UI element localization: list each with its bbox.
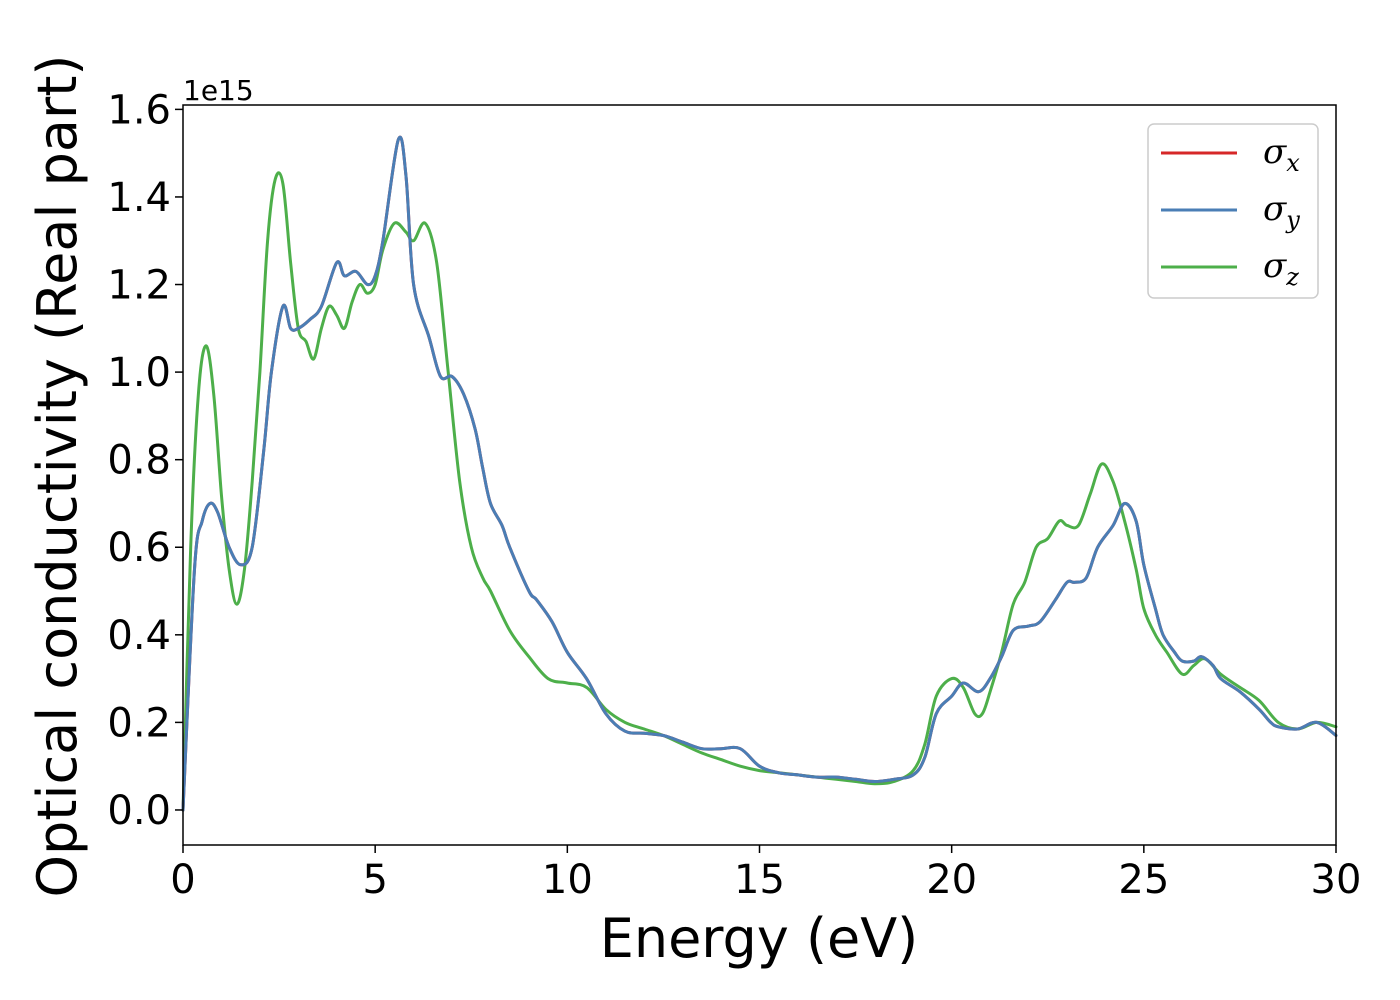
x-tick-label: 15 <box>734 857 785 903</box>
legend-symbol: σ <box>1263 189 1287 229</box>
legend-symbol: σ <box>1263 132 1287 172</box>
x-tick-label: 20 <box>926 857 977 903</box>
y-axis: 0.0 0.2 0.4 0.6 0.8 1.0 1.2 1.4 1.6 <box>107 87 183 834</box>
series-layer <box>181 135 1338 812</box>
y-tick-label: 1.0 <box>107 350 171 396</box>
y-tick-label: 0.0 <box>107 788 171 834</box>
y-tick-label: 0.6 <box>107 525 171 571</box>
y-offset-label: 1e15 <box>183 74 254 107</box>
x-tick-label: 10 <box>542 857 593 903</box>
x-tick-label: 25 <box>1118 857 1169 903</box>
legend-label-x: σx <box>1263 132 1300 177</box>
legend-subscript: x <box>1286 149 1300 177</box>
y-tick-label: 0.2 <box>107 700 171 746</box>
series-line-z <box>181 171 1338 812</box>
legend-symbol: σ <box>1263 246 1287 286</box>
y-tick-label: 0.4 <box>107 613 171 659</box>
legend-subscript: z <box>1285 263 1299 291</box>
x-tick-label: 30 <box>1311 857 1362 903</box>
legend-label-z: σz <box>1263 246 1299 291</box>
y-tick-label: 0.8 <box>107 438 171 484</box>
x-axis: 0 5 10 15 20 25 30 <box>170 845 1361 903</box>
y-tick-label: 1.6 <box>107 87 171 133</box>
y-axis-label: Optical conductivity (Real part) <box>26 55 89 898</box>
x-tick-label: 5 <box>362 857 387 903</box>
legend-label-y: σy <box>1263 189 1300 234</box>
x-tick-label: 0 <box>170 857 195 903</box>
y-tick-label: 1.2 <box>107 263 171 309</box>
legend-subscript: y <box>1285 206 1300 234</box>
y-tick-label: 1.4 <box>107 175 171 221</box>
x-axis-label: Energy (eV) <box>600 907 919 970</box>
series-line-y <box>181 135 1338 812</box>
